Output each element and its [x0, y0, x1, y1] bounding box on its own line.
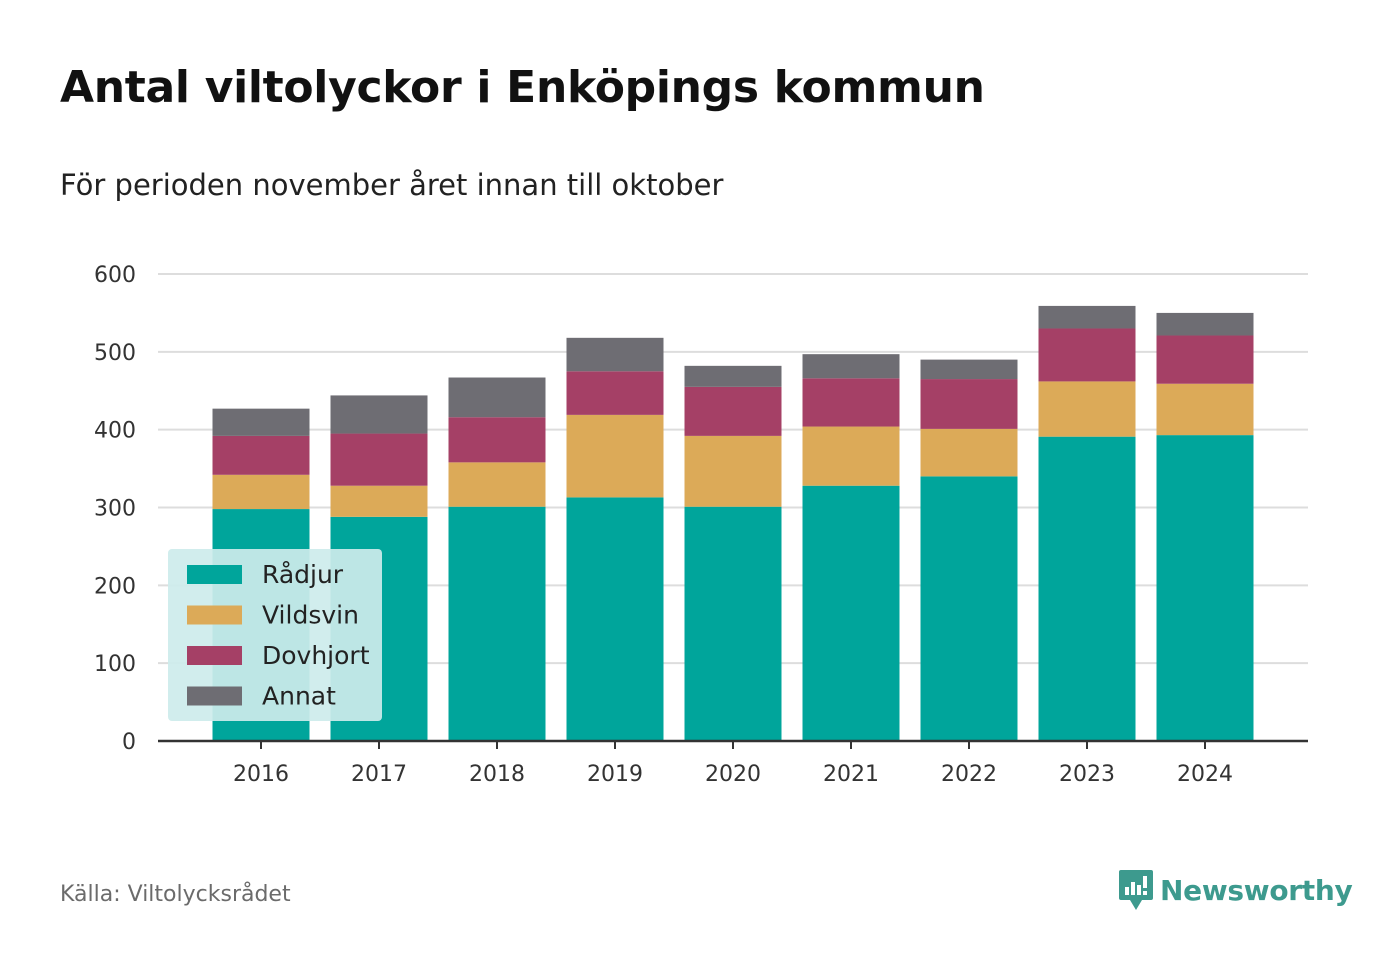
bar-annat-2021 [802, 354, 900, 379]
x-tick-label: 2018 [469, 762, 525, 787]
bar-annat-2016 [212, 408, 310, 436]
bar-vildsvin-2018 [448, 462, 546, 507]
legend-label-vildsvin: Vildsvin [262, 601, 359, 630]
bar-dovhjort-2023 [1038, 328, 1136, 382]
bar-radjur-2023 [1038, 436, 1136, 741]
x-tick-label: 2021 [823, 762, 879, 787]
bar-vildsvin-2021 [802, 426, 900, 486]
legend-swatch-radjur [187, 565, 242, 584]
bar-vildsvin-2017 [330, 485, 428, 517]
bar-dovhjort-2018 [448, 417, 546, 463]
bar-annat-2017 [330, 395, 428, 434]
legend-swatch-annat [187, 686, 242, 706]
legend-label-annat: Annat [262, 682, 336, 711]
x-tick-label: 2017 [351, 762, 407, 787]
y-tick-label: 600 [94, 263, 136, 288]
bar-dovhjort-2024 [1156, 335, 1254, 384]
legend-swatch-dovhjort [187, 646, 242, 665]
legend-label-radjur: Rådjur [262, 560, 344, 589]
chart-subtitle: För perioden november året innan till ok… [60, 168, 724, 202]
bar-vildsvin-2019 [566, 414, 664, 498]
bar-dovhjort-2022 [920, 379, 1018, 429]
bar-radjur-2020 [684, 506, 782, 741]
bar-dovhjort-2016 [212, 435, 310, 475]
brand-logo: Newsworthy [1118, 868, 1353, 912]
x-tick-label: 2024 [1177, 762, 1233, 787]
y-tick-label: 200 [94, 574, 136, 599]
bar-annat-2019 [566, 337, 664, 372]
bar-chart-speech-bubble-icon [1119, 870, 1153, 910]
bar-radjur-2024 [1156, 435, 1254, 741]
bar-dovhjort-2021 [802, 378, 900, 427]
legend-swatch-vildsvin [187, 605, 242, 625]
y-tick-label: 400 [94, 419, 136, 444]
bar-radjur-2019 [566, 497, 664, 741]
bar-vildsvin-2022 [920, 428, 1018, 477]
bar-radjur-2022 [920, 476, 1018, 741]
legend-label-dovhjort: Dovhjort [262, 641, 370, 670]
x-tick-label: 2022 [941, 762, 997, 787]
source-note: Källa: Viltolycksrådet [60, 882, 291, 907]
x-tick-label: 2019 [587, 762, 643, 787]
x-tick-label: 2016 [233, 762, 289, 787]
bar-dovhjort-2020 [684, 386, 782, 436]
y-tick-label: 500 [94, 341, 136, 366]
bar-annat-2020 [684, 365, 782, 387]
x-tick-label: 2020 [705, 762, 761, 787]
y-tick-label: 100 [94, 652, 136, 677]
y-axis-ticks: 0 100 200 300 400 500 600 [94, 263, 136, 755]
x-tick-label: 2023 [1059, 762, 1115, 787]
bar-vildsvin-2020 [684, 435, 782, 507]
bar-vildsvin-2023 [1038, 381, 1136, 437]
x-axis: 2016 2017 2018 2019 2020 2021 2022 2023 2024 [158, 739, 1308, 787]
bar-annat-2022 [920, 359, 1018, 380]
chart-title: Antal viltolyckor i Enköpings kommun [60, 62, 985, 113]
bar-dovhjort-2017 [330, 433, 428, 486]
bar-vildsvin-2016 [212, 474, 310, 510]
bar-annat-2024 [1156, 312, 1254, 336]
y-tick-label: 300 [94, 497, 136, 522]
legend: Rådjur Vildsvin Dovhjort Annat [168, 549, 382, 721]
bar-annat-2018 [448, 377, 546, 418]
bar-radjur-2018 [448, 506, 546, 741]
bar-dovhjort-2019 [566, 371, 664, 415]
legend-box [168, 549, 382, 721]
bar-radjur-2021 [802, 485, 900, 741]
bar-annat-2023 [1038, 305, 1136, 329]
y-tick-label: 0 [122, 730, 136, 755]
bar-vildsvin-2024 [1156, 383, 1254, 436]
brand-name: Newsworthy [1160, 873, 1353, 907]
